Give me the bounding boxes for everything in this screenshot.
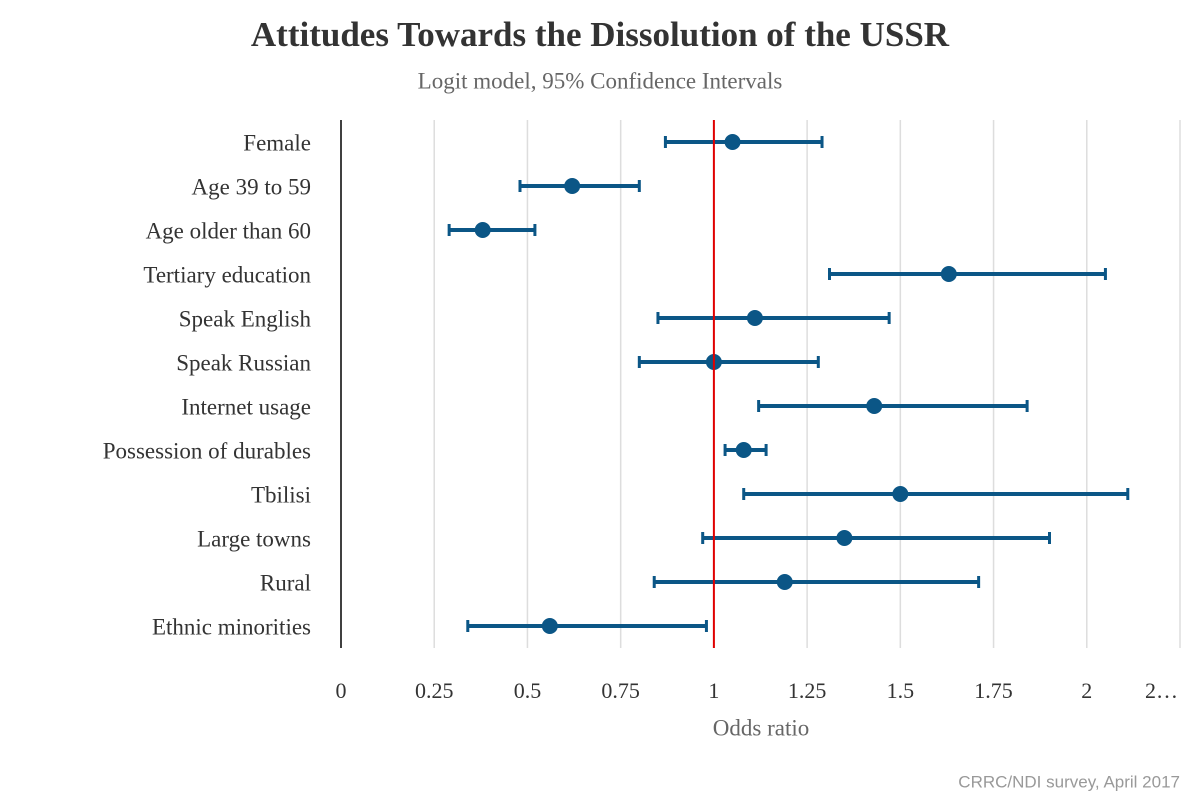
x-tick-label: 1.25 [788, 678, 827, 703]
point [564, 178, 581, 194]
x-tick-label: 0 [336, 678, 347, 703]
y-tick-label: Rural [260, 570, 311, 595]
point [746, 310, 763, 326]
y-tick-label: Ethnic minorities [152, 614, 311, 639]
point [836, 530, 853, 546]
x-tick-label: 0.75 [601, 678, 640, 703]
x-tick-label: 0.25 [415, 678, 454, 703]
y-tick-label: Tertiary education [143, 262, 311, 287]
x-tick-label: 0.5 [514, 678, 542, 703]
point [776, 574, 793, 590]
y-tick-label: Female [243, 130, 311, 155]
point [735, 442, 752, 458]
x-tick-label: 1 [708, 678, 719, 703]
x-tick-label: 1.75 [974, 678, 1013, 703]
point [474, 222, 491, 238]
point [940, 266, 957, 282]
point [866, 398, 883, 414]
caption: CRRC/NDI survey, April 2017 [958, 772, 1180, 791]
y-tick-label: Speak Russian [176, 350, 311, 375]
chart-subtitle: Logit model, 95% Confidence Intervals [418, 68, 783, 93]
y-tick-label: Internet usage [181, 394, 311, 419]
point [892, 486, 909, 502]
point [724, 134, 741, 150]
x-axis-label: Odds ratio [713, 715, 809, 740]
x-tick-label: 2… [1145, 678, 1178, 703]
y-tick-label: Age older than 60 [146, 218, 311, 243]
point [541, 618, 558, 634]
x-tick-label: 1.5 [887, 678, 915, 703]
x-tick-label: 2 [1081, 678, 1092, 703]
chart-title: Attitudes Towards the Dissolution of the… [251, 15, 950, 54]
y-tick-label: Tbilisi [251, 482, 311, 507]
y-tick-label: Speak English [179, 306, 312, 331]
y-tick-label: Large towns [197, 526, 311, 551]
y-tick-label: Age 39 to 59 [192, 174, 311, 199]
y-tick-label: Possession of durables [103, 438, 311, 463]
